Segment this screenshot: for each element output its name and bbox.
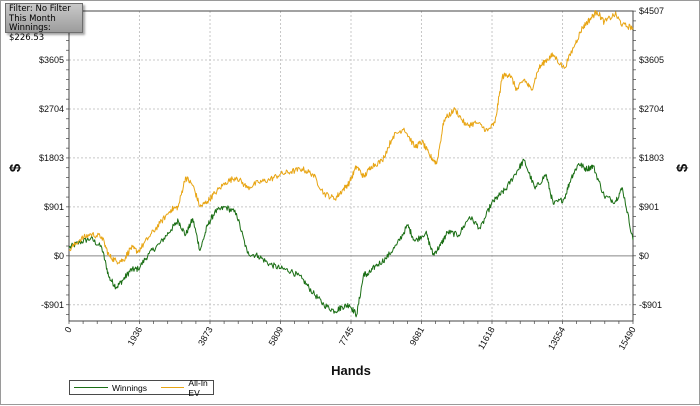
x-tick-label: 13554: [546, 325, 567, 352]
y-tick-label-right: $0: [639, 251, 649, 261]
y-tick-label-left: $1803: [39, 153, 64, 163]
x-tick-label: 5809: [267, 325, 286, 347]
series-layer: [68, 10, 634, 318]
legend-swatch-all-in-ev: [160, 387, 185, 388]
x-tick-label: 9681: [408, 325, 427, 347]
x-tick-label: 7745: [337, 325, 356, 347]
x-tick-label: 15490: [617, 325, 638, 352]
legend-entry-all-in-ev: All-In EV: [160, 377, 211, 398]
period-text: This Month: [9, 13, 56, 24]
x-tick-label: 0: [63, 325, 74, 334]
y-tick-label-left: $0: [54, 251, 64, 261]
x-axis-title: Hands: [331, 363, 371, 378]
x-tick-label: 1936: [126, 325, 145, 347]
filter-info-box: Filter: No Filter This Month Winnings: $…: [5, 3, 83, 43]
winnings-text: Winnings: $226.53: [9, 23, 51, 43]
legend-entry-winnings: Winnings: [74, 383, 147, 393]
y-tick-label-right: -$901: [639, 300, 662, 310]
y-tick-label-right: $1803: [639, 153, 664, 163]
y-tick-label-left: -$901: [41, 300, 64, 310]
legend: Winnings All-In EV: [69, 377, 214, 398]
grid-layer: [69, 10, 633, 321]
legend-swatch-winnings: [74, 387, 108, 388]
filter-text: Filter: No Filter: [9, 4, 71, 14]
series-line-winnings: [68, 158, 634, 318]
y-axis-title-right: $: [674, 163, 691, 172]
y-tick-label-left: $901: [44, 202, 64, 212]
x-tick-label: 3873: [196, 325, 215, 347]
y-axis-title-left: $: [7, 163, 24, 172]
plot-area: [68, 10, 634, 322]
series-line-all-in-ev: [68, 10, 634, 265]
y-tick-label-right: $2704: [639, 104, 664, 114]
y-tick-label-right: $4507: [639, 6, 664, 16]
legend-label-winnings: Winnings: [112, 382, 147, 393]
y-tick-label-right: $901: [639, 202, 659, 212]
legend-label-all-in-ev: All-In EV: [188, 377, 208, 398]
y-tick-label-left: $3605: [39, 55, 64, 65]
x-tick-label: 11618: [476, 325, 497, 351]
y-tick-label-right: $3605: [639, 55, 664, 65]
y-tick-label-left: $2704: [39, 104, 64, 114]
